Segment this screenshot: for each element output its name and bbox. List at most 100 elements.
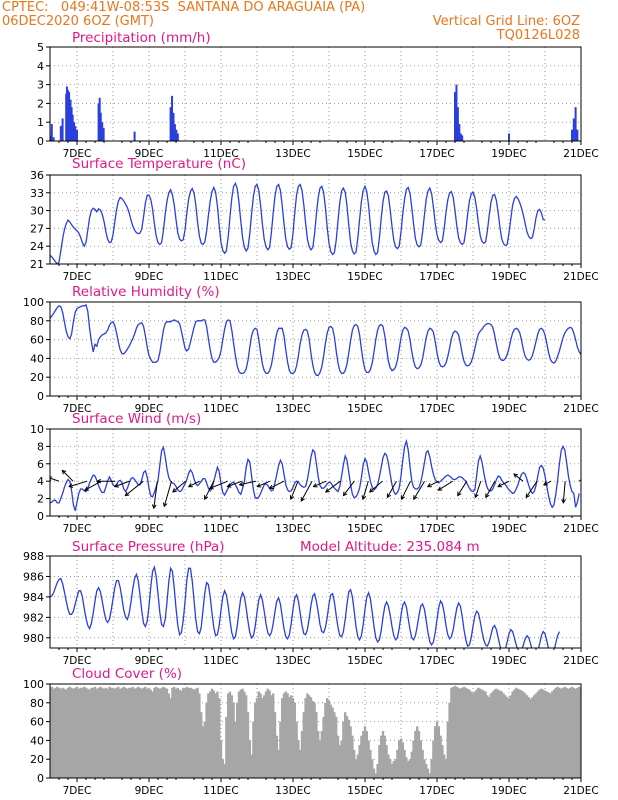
- y-tick-label: 60: [30, 334, 44, 347]
- precip-bar: [461, 135, 464, 141]
- cloud-bar: [387, 754, 390, 778]
- cloud-bar: [133, 688, 136, 778]
- y-tick-label: 4: [37, 60, 44, 73]
- wind-arrow: [114, 480, 130, 488]
- cloud-bar: [538, 689, 541, 778]
- wind-arrow-head: [386, 493, 392, 499]
- wind-arrow-head: [312, 483, 318, 488]
- cloud-bar: [439, 735, 442, 778]
- x-tick-label: 17DEC: [419, 271, 454, 283]
- cloud-bar: [279, 721, 282, 778]
- cloud-bar: [70, 687, 73, 778]
- y-tick-label: 988: [23, 550, 44, 563]
- cloud-bar: [149, 689, 152, 778]
- cloud-bar: [268, 690, 271, 778]
- cloud-bar: [554, 687, 557, 778]
- cloud-bar: [68, 686, 71, 778]
- series-line: [50, 181, 546, 264]
- cloud-bar: [241, 688, 244, 778]
- cloud-bar: [209, 691, 212, 778]
- cloud-bar: [414, 731, 417, 778]
- cloud-bar: [578, 686, 581, 778]
- x-tick-label: 17DEC: [419, 403, 454, 415]
- cloud-bar: [259, 693, 262, 778]
- wind-arrow: [413, 480, 425, 500]
- cloud-bar: [311, 700, 314, 778]
- cloud-bar: [236, 702, 239, 778]
- plot-frame: [49, 428, 582, 517]
- precip-bar: [68, 92, 71, 141]
- cloud-bar: [77, 688, 80, 778]
- cloud-bar: [52, 688, 55, 778]
- cloud-bar: [416, 726, 419, 778]
- wind-arrow-head: [238, 481, 244, 487]
- cloud-bar: [336, 735, 340, 778]
- x-tick-label: 15DEC: [347, 655, 382, 667]
- cloud-bar: [110, 687, 113, 778]
- cloud-bar: [376, 763, 379, 778]
- cloud-bar: [448, 702, 451, 778]
- panel-title: Cloud Cover (%): [72, 666, 182, 682]
- cloud-bar: [169, 698, 172, 778]
- cloud-bar: [315, 712, 318, 778]
- cloud-bar: [441, 745, 444, 778]
- precip-bar: [71, 114, 74, 141]
- cloud-bar: [165, 688, 169, 778]
- series-line: [50, 565, 560, 648]
- y-tick-label: 980: [23, 632, 44, 645]
- data-layer: [50, 565, 560, 648]
- cloud-bar: [122, 686, 125, 778]
- panel-wind: 0 2 4 6 8 10 7DEC 9DEC 11DEC 13DEC 15DEC 17DEC 19DEC…: [30, 411, 599, 535]
- cloud-bar: [468, 689, 471, 778]
- y-tick-label: 80: [30, 697, 44, 710]
- cloud-bar: [423, 759, 426, 778]
- wind-arrow: [313, 480, 327, 488]
- x-tick-label: 11DEC: [203, 271, 238, 283]
- cloud-bar: [212, 690, 215, 778]
- cloud-bar: [216, 691, 219, 778]
- cloud-bar: [500, 691, 503, 778]
- wind-arrow-head: [226, 483, 232, 488]
- cloud-bar: [281, 698, 284, 778]
- x-tick-label: 19DEC: [491, 148, 526, 160]
- cloud-bar: [560, 688, 563, 778]
- cloud-bar: [446, 721, 449, 778]
- y-tick-label: 5: [37, 41, 44, 54]
- wind-arrow: [61, 470, 74, 482]
- cloud-bar: [362, 731, 365, 778]
- cloud-bar: [144, 686, 147, 778]
- cloud-bar: [120, 687, 124, 778]
- precip-bar: [69, 99, 72, 141]
- cloud-bar: [205, 702, 208, 778]
- cloud-bar: [54, 687, 57, 778]
- cloud-bar: [491, 691, 494, 778]
- cloud-bar: [333, 712, 336, 778]
- precip-bar: [101, 122, 104, 141]
- cloud-bar: [239, 689, 242, 778]
- cloud-bar: [452, 686, 455, 778]
- y-tick-label: 24: [30, 240, 44, 253]
- cloud-bar: [164, 687, 167, 778]
- cloud-bar: [493, 689, 496, 778]
- precip-bar: [70, 107, 73, 141]
- cloud-bar: [381, 731, 385, 778]
- wind-arrow: [457, 480, 468, 496]
- wind-arrow: [239, 480, 256, 486]
- cloud-bar: [108, 686, 111, 778]
- wind-arrow-head: [68, 483, 74, 488]
- cloud-bar: [542, 689, 545, 778]
- cloud-bar: [113, 688, 116, 778]
- plot-frame: [49, 174, 582, 265]
- wind-arrow-head: [300, 496, 305, 502]
- cloud-bar: [470, 691, 473, 778]
- cloud-bar: [102, 688, 106, 778]
- x-tick-label: 11DEC: [203, 523, 238, 535]
- cloud-bar: [398, 740, 401, 778]
- wind-arrow: [325, 480, 341, 493]
- y-tick-label: 2: [37, 97, 44, 110]
- cloud-bar: [511, 691, 514, 778]
- precip-bar: [61, 118, 64, 141]
- precip-bar: [59, 125, 62, 141]
- cloud-bar: [223, 763, 226, 778]
- cloud-bar: [86, 688, 89, 778]
